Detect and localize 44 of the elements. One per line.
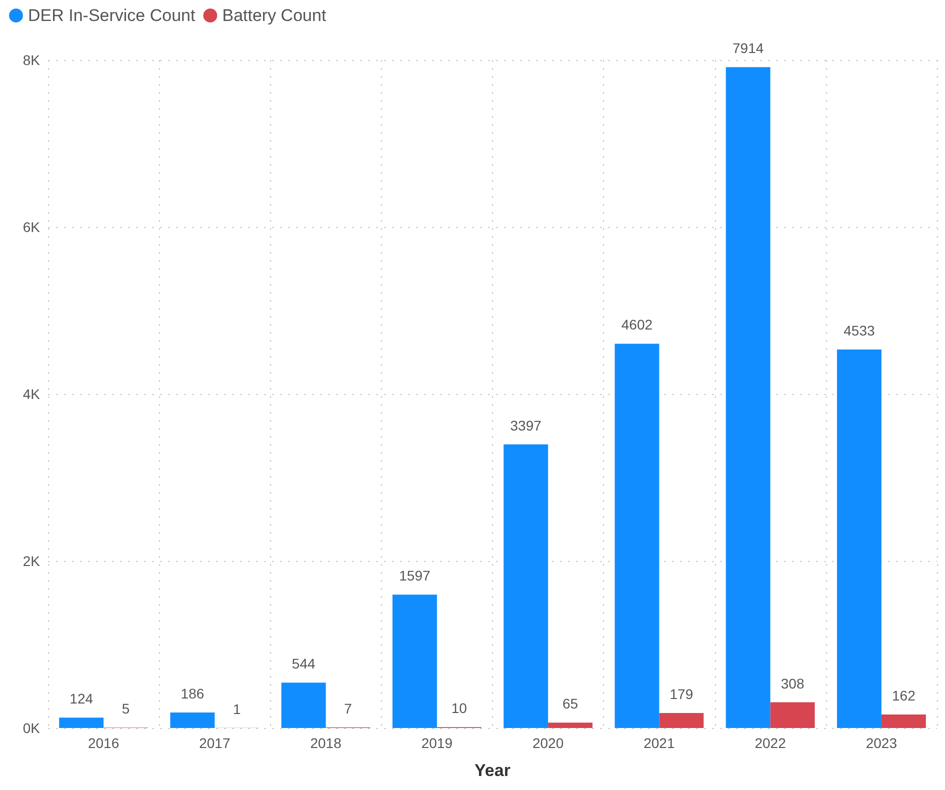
legend-label: Battery Count — [222, 6, 326, 25]
data-label: 10 — [451, 700, 468, 716]
data-label: 124 — [70, 690, 94, 707]
data-label: 7 — [344, 700, 352, 716]
bar — [170, 712, 215, 728]
data-label: 7914 — [732, 40, 764, 56]
x-tick-label: 2022 — [754, 735, 786, 751]
data-label: 179 — [670, 686, 694, 702]
x-tick-label: 2021 — [644, 735, 675, 751]
y-tick-label: 8K — [22, 52, 41, 68]
bar — [836, 349, 882, 728]
bar — [281, 682, 326, 728]
bar — [770, 702, 815, 728]
bar — [548, 722, 593, 728]
y-tick-label: 6K — [22, 219, 41, 235]
bar — [881, 714, 926, 728]
x-tick-label: 2018 — [310, 735, 342, 751]
x-tick-label: 2017 — [199, 735, 230, 751]
data-label: 308 — [780, 675, 804, 692]
x-tick-label: 2020 — [532, 735, 564, 751]
legend-label: DER In-Service Count — [28, 6, 196, 25]
y-tick-label: 4K — [22, 386, 41, 402]
data-label: 3397 — [510, 417, 542, 434]
data-label: 65 — [562, 696, 578, 712]
bar — [504, 444, 548, 728]
y-tick-label: 0K — [22, 720, 41, 736]
data-label: 162 — [892, 687, 916, 704]
x-tick-label: 2023 — [866, 735, 898, 751]
bar — [392, 594, 437, 728]
bar — [59, 718, 104, 728]
bar — [726, 67, 770, 728]
data-label: 544 — [292, 656, 316, 672]
x-axis-title: Year — [474, 761, 511, 780]
bar — [614, 344, 660, 728]
data-label: 5 — [122, 700, 130, 717]
data-label: 186 — [180, 685, 204, 702]
y-tick-label: 2K — [22, 553, 41, 569]
data-label: 1 — [233, 700, 242, 717]
x-tick-label: 2016 — [88, 735, 120, 751]
data-label: 4533 — [844, 322, 875, 338]
data-label: 4602 — [621, 316, 653, 333]
x-tick-label: 2019 — [421, 735, 453, 751]
data-label: 1597 — [399, 568, 430, 584]
bar — [659, 713, 704, 728]
